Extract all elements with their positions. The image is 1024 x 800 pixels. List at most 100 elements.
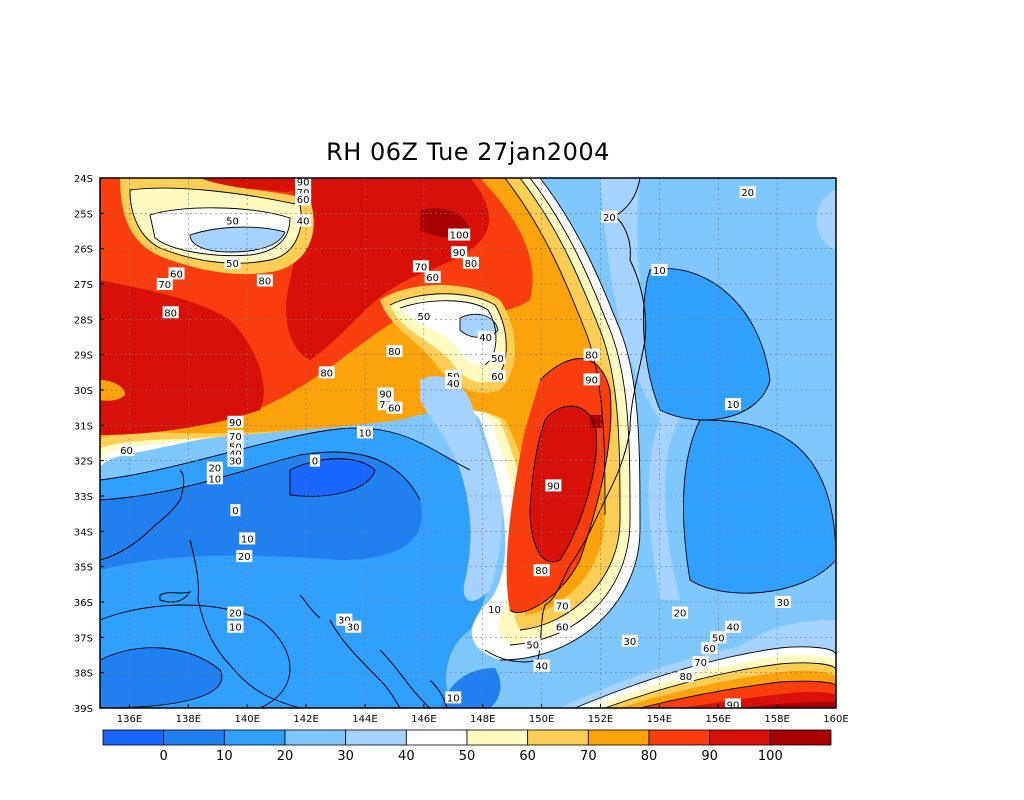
contour-label-text: 50	[526, 640, 539, 651]
colorbar: 0 10 20 30 40 50 60 70 80 90 100	[102, 729, 832, 764]
contour-label-bg	[224, 256, 241, 269]
contour-label-bg	[601, 210, 618, 223]
lat-tick-label: 27S	[74, 280, 93, 291]
contour-label: 10	[445, 691, 462, 704]
contour-label-text: 80	[585, 351, 598, 362]
contour-label-bg	[227, 606, 244, 619]
contour-label-text: 20	[603, 213, 616, 224]
contour-label: 60	[489, 369, 506, 383]
colorbar-label: 90	[701, 749, 718, 764]
contour-label: 80	[386, 345, 403, 358]
contour-label: 60	[295, 193, 312, 206]
contour-label: 10	[651, 263, 668, 277]
contour-label-text: 90	[585, 375, 598, 386]
contour-label: 70	[412, 260, 429, 273]
colorbar-label: 80	[641, 749, 658, 764]
contour-label: 70	[227, 429, 244, 443]
contour-label-text: 40	[297, 216, 310, 227]
contour-label-text: 70	[379, 400, 392, 411]
contour-label-bg	[710, 631, 727, 644]
lat-tick-label: 36S	[74, 598, 93, 609]
contour-label-bg	[724, 398, 741, 411]
contour-label: 0	[230, 504, 241, 517]
contour-label-bg	[309, 454, 320, 467]
lat-tick-label: 24S	[74, 174, 93, 185]
contour-label-bg	[462, 256, 479, 269]
contour-label-bg	[677, 670, 694, 683]
colorbar-swatch	[587, 729, 650, 746]
contour-label: 20	[739, 186, 756, 199]
contour-label: 50	[524, 638, 541, 651]
colorbar-label: 70	[580, 749, 597, 764]
colorbar-swatch	[405, 729, 468, 746]
colorbar-label: 0	[160, 749, 168, 764]
contour-label-bg	[583, 348, 600, 361]
contour-label: 0	[309, 454, 320, 468]
lat-tick-label: 28S	[74, 315, 93, 326]
contour-label-bg	[236, 550, 253, 563]
contour-label-text: 60	[556, 623, 569, 634]
lon-tick-label: 158E	[764, 714, 789, 725]
longitude-axis: 136E 138E 140E 142E 144E 146E 148E 150E 152E 154E…	[117, 704, 849, 725]
contour-label: 40	[724, 620, 741, 634]
contour-label: 30	[345, 620, 362, 634]
contour-label-bg	[448, 228, 471, 241]
contour-label-text: 90	[379, 390, 392, 401]
lat-tick-label: 25S	[74, 209, 93, 220]
contour-label-text: 50	[417, 312, 430, 323]
contour-label: 10	[486, 603, 503, 616]
contour-label: 60	[554, 620, 571, 634]
lon-tick-label: 146E	[411, 714, 436, 725]
contour-label: 80	[533, 564, 550, 577]
contour-label: 30	[775, 596, 792, 609]
contour-label: 10	[356, 426, 373, 439]
contour-label-bg	[224, 214, 241, 227]
contour-label-bg	[451, 246, 468, 259]
contour-label-bg	[554, 599, 571, 612]
contour-label: 90	[451, 246, 468, 259]
contour-label-text: 20	[208, 464, 221, 475]
contour-label-bg	[424, 270, 441, 283]
contour-label: 30	[621, 634, 638, 648]
contour-label-bg	[651, 263, 668, 276]
contour-label: 10	[206, 472, 223, 485]
contour-label: 80	[256, 274, 273, 287]
contour-label-text: 90	[453, 248, 466, 259]
lon-tick-label: 154E	[647, 714, 672, 725]
contour-label: 80	[462, 256, 479, 270]
contour-label: 90	[377, 387, 394, 401]
contour-label: 70	[692, 656, 709, 669]
contour-label-bg	[156, 278, 173, 290]
lat-tick-label: 29S	[74, 351, 93, 362]
contour-label-text: 50	[491, 354, 504, 365]
contour-label-bg	[345, 620, 362, 633]
colorbar-label: 60	[519, 749, 536, 764]
lat-tick-label: 37S	[74, 633, 93, 644]
lat-tick-label: 33S	[74, 492, 93, 503]
lon-tick-label: 152E	[588, 714, 613, 725]
contour-label-text: 10	[229, 623, 242, 634]
contour-label-text: 40	[727, 623, 740, 634]
contour-label-bg	[206, 472, 223, 485]
lat-tick-label: 35S	[74, 563, 93, 574]
contour-label-text: 80	[258, 276, 271, 287]
contour-label-bg	[227, 620, 244, 633]
contour-label: 60	[386, 401, 403, 415]
lat-tick-label: 34S	[74, 527, 93, 538]
grid-lines	[100, 178, 836, 708]
contour-label: 90	[545, 479, 562, 492]
contour-label-bg	[386, 345, 403, 358]
contour-label: 20	[236, 550, 253, 563]
chart-title: RH 06Z Tue 27jan2004	[326, 138, 610, 166]
contour-label-bg	[239, 532, 256, 545]
contour-label-text: 20	[674, 609, 687, 620]
lat-tick-label: 26S	[74, 245, 93, 256]
contour-label: 20	[227, 606, 244, 620]
contour-labels: 9070605040506070808010090807060504080506…	[118, 175, 792, 711]
contour-label-bg	[206, 461, 223, 474]
colorbar-label: 100	[758, 749, 783, 764]
contour-fill-layer	[100, 178, 836, 708]
contour-label: 40	[445, 376, 462, 390]
contour-label-text: 80	[320, 368, 333, 379]
contour-label-bg	[415, 309, 432, 322]
